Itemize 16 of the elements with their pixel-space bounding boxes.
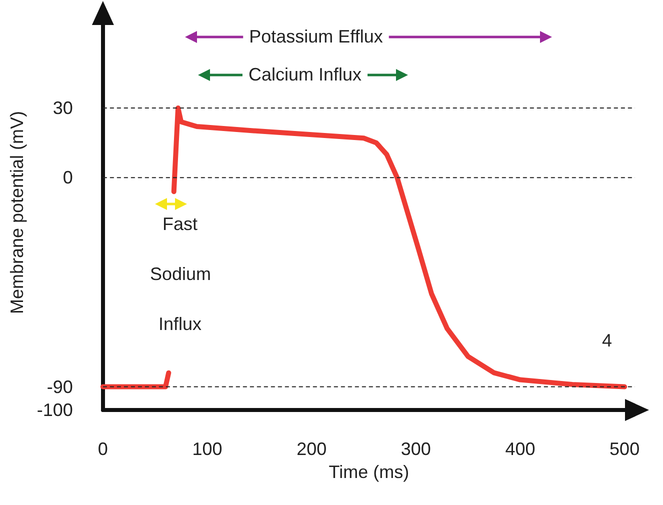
x-tick-label: 0: [98, 439, 108, 459]
text: Fast Sodium Influx: [150, 214, 212, 334]
y-tick-label: 0: [62, 168, 73, 188]
y-tick-label: 30: [52, 98, 73, 118]
annotation: 4: [602, 330, 612, 352]
annotation: Calcium Influx: [248, 64, 362, 86]
y-tick-label: -90: [46, 376, 73, 397]
x-tick-label: 200: [296, 439, 327, 459]
annotation: Potassium Efflux: [249, 26, 383, 48]
x-tick-label: 400: [505, 439, 536, 459]
y-tick-label: -100: [36, 400, 73, 420]
x-axis-title: Time (ms): [328, 462, 410, 482]
y-axis-title: Membrane potential (mV): [7, 110, 27, 314]
x-tick-label: 500: [610, 439, 640, 459]
x-tick-label: 100: [192, 439, 222, 459]
x-tick-label: 300: [400, 439, 431, 459]
